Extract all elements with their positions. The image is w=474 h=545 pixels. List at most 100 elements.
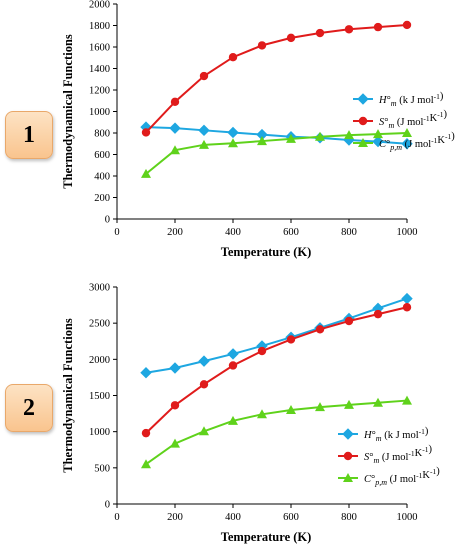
legend-marker bbox=[342, 428, 354, 440]
data-point bbox=[228, 53, 238, 62]
x-tick-label: 600 bbox=[283, 227, 299, 238]
y-tick-label: 1800 bbox=[89, 21, 110, 32]
y-tick-label: 0 bbox=[105, 500, 110, 511]
x-tick-label: 1000 bbox=[397, 512, 418, 523]
data-point bbox=[198, 355, 210, 367]
y-tick-label: 3000 bbox=[89, 283, 110, 294]
series-line bbox=[145, 297, 408, 374]
x-tick-label: 400 bbox=[225, 227, 241, 238]
chart-2: 0 500 1000 1500 2000 2500 3000 0 200 400 600 800 100… bbox=[61, 283, 440, 545]
x-axis-label: Temperature (K) bbox=[221, 245, 312, 259]
data-point bbox=[199, 380, 209, 389]
series-3: C°p,m (J mol-1K-1) bbox=[141, 395, 440, 487]
y-tick-label: 1000 bbox=[89, 107, 110, 118]
data-point bbox=[401, 292, 413, 305]
y-axis-label: Thermodynamical Functions bbox=[61, 34, 75, 189]
data-point bbox=[227, 348, 239, 360]
series-line bbox=[145, 23, 408, 134]
series-1: H°m (k J mol-1) bbox=[140, 292, 429, 443]
data-point bbox=[315, 402, 325, 412]
panel-badge-2: 2 bbox=[5, 384, 53, 432]
series-3: C°p,m (J mol-1K-1) bbox=[141, 128, 455, 178]
data-point bbox=[228, 415, 238, 425]
y-axis-label: Thermodynamical Functions bbox=[61, 318, 75, 473]
y-tick-label: 200 bbox=[94, 193, 110, 204]
data-point bbox=[141, 168, 151, 178]
panel-badge-1: 1 bbox=[5, 111, 53, 159]
data-point bbox=[373, 129, 383, 139]
data-point bbox=[141, 428, 151, 438]
x-tick-label: 0 bbox=[114, 512, 119, 523]
data-point bbox=[257, 346, 267, 356]
data-point bbox=[169, 122, 181, 134]
x-tick-label: 1000 bbox=[397, 227, 418, 238]
data-point bbox=[170, 401, 180, 410]
data-point bbox=[402, 128, 412, 137]
y-tick-label: 600 bbox=[94, 150, 110, 161]
series-line bbox=[145, 399, 408, 466]
data-point bbox=[228, 361, 238, 370]
data-point bbox=[373, 22, 383, 32]
x-tick-label: 200 bbox=[167, 227, 183, 238]
series-2: S°m (J mol-1K-1) bbox=[141, 303, 433, 465]
x-tick-label: 400 bbox=[225, 512, 241, 523]
legend-label: C°p,m (J mol-1K-1) bbox=[364, 466, 440, 487]
legend-marker bbox=[343, 451, 353, 461]
data-point bbox=[257, 41, 267, 50]
x-axis-label: Temperature (K) bbox=[221, 530, 312, 544]
data-point bbox=[141, 128, 151, 137]
data-point bbox=[257, 136, 267, 146]
legend-label: S°m (J mol-1K-1) bbox=[379, 109, 448, 130]
y-tick-label: 1500 bbox=[89, 391, 110, 402]
data-point bbox=[372, 135, 384, 148]
data-point bbox=[402, 303, 412, 312]
data-point bbox=[198, 124, 210, 137]
data-point bbox=[286, 133, 296, 143]
legend-label: S°m (J mol-1K-1) bbox=[364, 444, 433, 465]
y-tick-label: 800 bbox=[94, 129, 110, 140]
data-point bbox=[199, 71, 209, 81]
y-tick-label: 1600 bbox=[89, 43, 110, 54]
data-point bbox=[169, 362, 181, 374]
data-point bbox=[199, 139, 209, 149]
data-point bbox=[228, 138, 238, 148]
data-point bbox=[286, 335, 296, 344]
x-tick-label: 200 bbox=[167, 512, 183, 523]
series-line bbox=[145, 306, 408, 434]
y-tick-label: 500 bbox=[94, 463, 110, 474]
data-point bbox=[141, 459, 151, 469]
data-point bbox=[344, 316, 354, 326]
data-point bbox=[373, 309, 383, 319]
data-point bbox=[402, 395, 412, 405]
data-point bbox=[286, 33, 296, 43]
y-tick-label: 0 bbox=[105, 215, 110, 226]
y-tick-label: 1400 bbox=[89, 64, 110, 75]
data-point bbox=[315, 325, 325, 334]
legend-marker bbox=[358, 116, 368, 126]
x-tick-label: 800 bbox=[341, 512, 357, 523]
legend-marker bbox=[358, 138, 368, 147]
data-point bbox=[227, 126, 239, 139]
data-point bbox=[170, 145, 180, 155]
data-point bbox=[170, 97, 180, 107]
data-point bbox=[315, 28, 325, 38]
data-point bbox=[401, 138, 413, 150]
data-point bbox=[344, 399, 354, 409]
y-tick-label: 2500 bbox=[89, 319, 110, 330]
data-point bbox=[373, 397, 383, 407]
data-point bbox=[344, 130, 354, 140]
data-point bbox=[286, 404, 296, 414]
data-point bbox=[402, 20, 412, 30]
data-point bbox=[170, 438, 180, 448]
y-tick-label: 2000 bbox=[89, 0, 110, 11]
data-point bbox=[315, 131, 325, 141]
y-tick-label: 1000 bbox=[89, 427, 110, 438]
legend-marker bbox=[343, 473, 353, 482]
data-point bbox=[257, 409, 267, 419]
series-line bbox=[145, 132, 408, 175]
y-tick-label: 1200 bbox=[89, 86, 110, 97]
data-point bbox=[199, 426, 209, 436]
x-tick-label: 600 bbox=[283, 512, 299, 523]
data-point bbox=[344, 25, 354, 34]
